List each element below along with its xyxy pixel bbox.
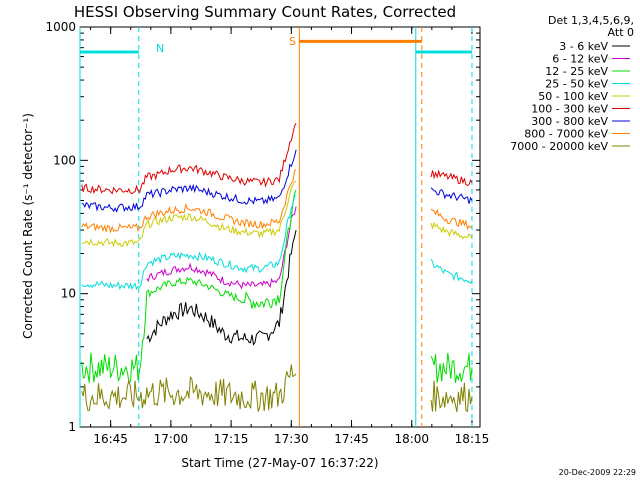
- x-tick-label: 17:45: [334, 432, 369, 446]
- annotation-group: [79, 27, 473, 427]
- legend-title-line-1: Det 1,3,4,5,6,9,: [548, 14, 634, 27]
- series-line-2: [430, 352, 473, 383]
- series-line-3: [430, 258, 473, 284]
- legend-title-line-2: Att 0: [608, 26, 634, 39]
- series-group: [81, 122, 473, 413]
- footer-date: 20-Dec-2009 22:29: [559, 468, 636, 477]
- series-line-8: [81, 364, 297, 412]
- legend-label-0: 3 - 6 keV: [559, 40, 608, 53]
- series-line-0: [146, 229, 297, 346]
- legend-label-3: 25 - 50 keV: [545, 78, 608, 91]
- saa-label: S: [289, 35, 296, 48]
- series-line-6: [430, 187, 473, 204]
- series-line-6: [81, 149, 297, 213]
- axis-ticks-group: 16:45 17:00 17:15 17:30 17:45 18:00 18:15 1 10 10…: [45, 20, 489, 446]
- series-line-8: [430, 380, 473, 413]
- x-tick-label: 18:15: [455, 432, 490, 446]
- series-line-5: [430, 169, 473, 187]
- legend-label-6: 300 - 800 keV: [531, 115, 608, 128]
- y-tick-label: 100: [53, 153, 76, 167]
- legend-label-4: 50 - 100 keV: [538, 90, 608, 103]
- series-line-7: [430, 208, 473, 231]
- series-line-5: [81, 122, 297, 195]
- y-tick-label: 1: [68, 420, 76, 434]
- y-axis-label: Corrected Count Rate (s⁻¹ detector⁻¹): [21, 113, 35, 339]
- x-axis-label: Start Time (27-May-07 16:37:22): [181, 456, 378, 470]
- night-label: N: [156, 42, 164, 55]
- x-tick-label: 17:15: [214, 432, 249, 446]
- legend-label-1: 6 - 12 keV: [552, 53, 608, 66]
- x-tick-label: 17:30: [274, 432, 309, 446]
- legend-label-8: 7000 - 20000 keV: [510, 140, 608, 153]
- series-line-1: [146, 206, 297, 290]
- chart-title: HESSI Observing Summary Count Rates, Cor…: [74, 3, 456, 21]
- x-tick-label: 17:00: [154, 432, 189, 446]
- legend-label-7: 800 - 7000 keV: [524, 128, 608, 141]
- x-tick-label: 16:45: [93, 432, 128, 446]
- y-tick-label: 10: [61, 287, 76, 301]
- legend-label-2: 12 - 25 keV: [545, 65, 608, 78]
- series-line-4: [430, 221, 473, 240]
- legend-label-5: 100 - 300 keV: [531, 103, 608, 116]
- series-line-2: [81, 189, 297, 384]
- series-line-7: [81, 169, 297, 234]
- series-line-4: [81, 180, 297, 248]
- x-tick-label: 18:00: [394, 432, 429, 446]
- series-line-3: [81, 194, 297, 291]
- y-tick-label: 1000: [45, 20, 76, 34]
